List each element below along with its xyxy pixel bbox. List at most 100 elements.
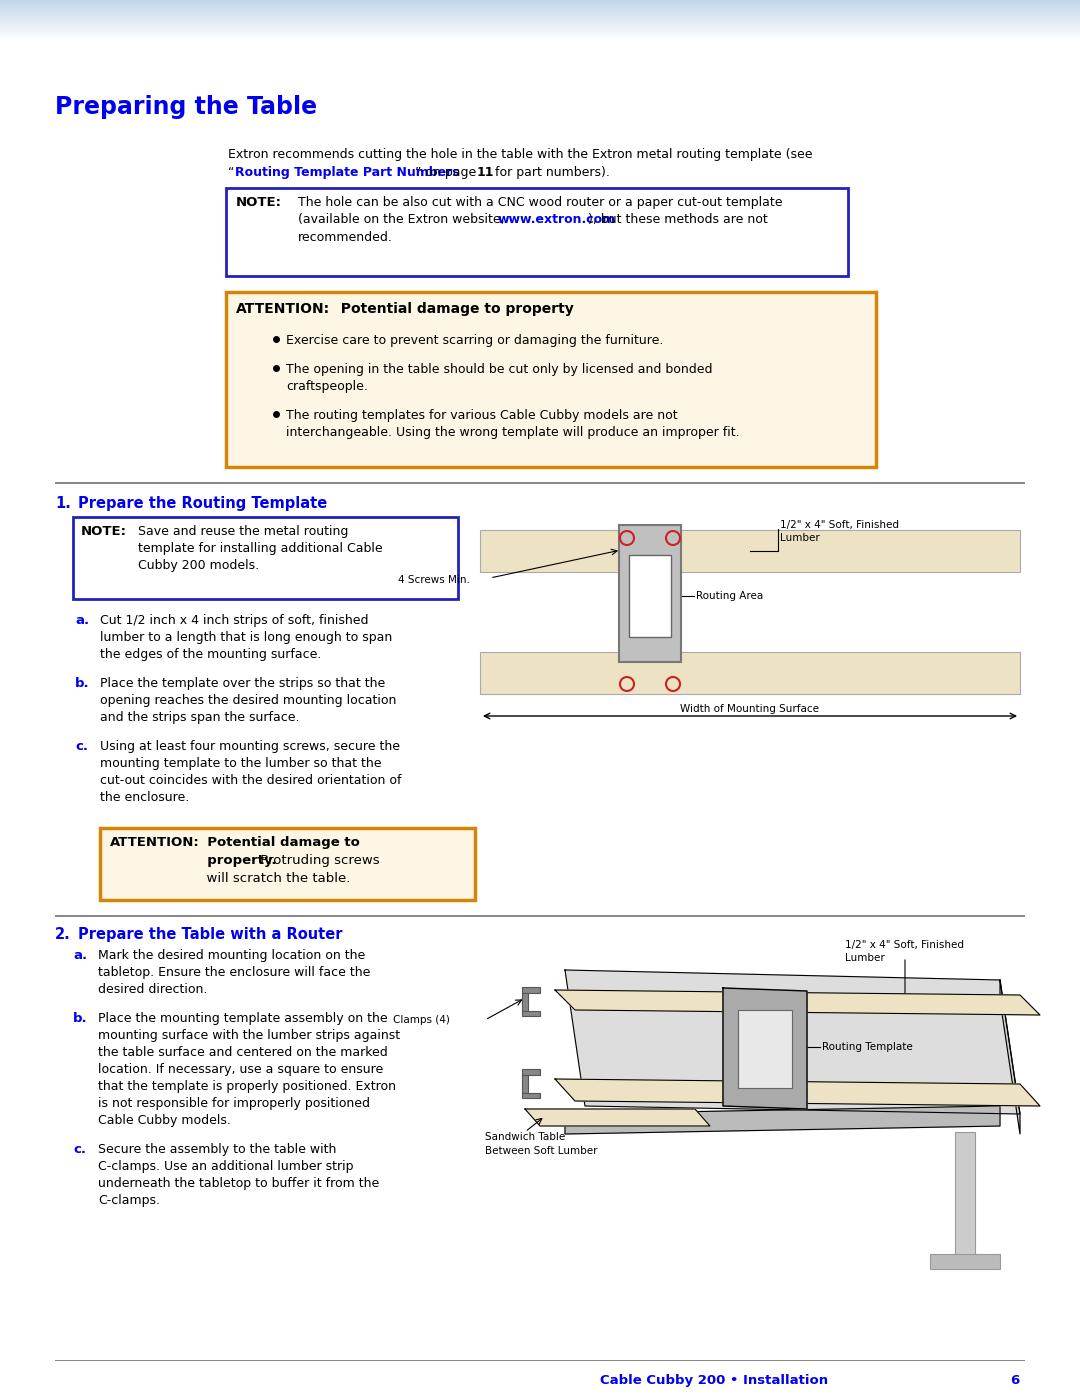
Text: 1/2" x 4" Soft, Finished: 1/2" x 4" Soft, Finished — [780, 520, 899, 529]
Text: Place the mounting template assembly on the: Place the mounting template assembly on … — [98, 1011, 388, 1025]
Text: Cable Cubby models.: Cable Cubby models. — [98, 1113, 231, 1127]
Text: b.: b. — [75, 678, 90, 690]
Text: Routing Area: Routing Area — [696, 591, 764, 601]
Text: underneath the tabletop to buffer it from the: underneath the tabletop to buffer it fro… — [98, 1178, 379, 1190]
Text: the enclosure.: the enclosure. — [100, 791, 189, 805]
Text: mounting surface with the lumber strips against: mounting surface with the lumber strips … — [98, 1030, 400, 1042]
Text: Lumber: Lumber — [780, 534, 820, 543]
Text: ATTENTION:: ATTENTION: — [110, 835, 200, 849]
Text: c.: c. — [75, 740, 87, 753]
Bar — [73, 517, 458, 599]
Text: for part numbers).: for part numbers). — [491, 166, 610, 179]
Bar — [619, 525, 681, 662]
Text: Mark the desired mounting location on the: Mark the desired mounting location on th… — [98, 949, 365, 963]
Text: Width of Mounting Surface: Width of Mounting Surface — [680, 704, 820, 714]
Text: will scratch the table.: will scratch the table. — [198, 872, 350, 886]
Text: The routing templates for various Cable Cubby models are not: The routing templates for various Cable … — [286, 409, 677, 422]
Bar — [629, 555, 671, 637]
Text: ), but these methods are not: ), but these methods are not — [588, 212, 768, 226]
Text: C-clamps.: C-clamps. — [98, 1194, 160, 1207]
Text: Extron recommends cutting the hole in the table with the Extron metal routing te: Extron recommends cutting the hole in th… — [228, 148, 812, 161]
Text: is not responsible for improperly positioned: is not responsible for improperly positi… — [98, 1097, 370, 1111]
Text: Potential damage to property: Potential damage to property — [330, 302, 573, 316]
Text: location. If necessary, use a square to ensure: location. If necessary, use a square to … — [98, 1063, 383, 1076]
Text: 2.: 2. — [55, 928, 71, 942]
Text: lumber to a length that is long enough to span: lumber to a length that is long enough t… — [100, 631, 392, 644]
Text: tabletop. Ensure the enclosure will face the: tabletop. Ensure the enclosure will face… — [98, 965, 370, 979]
Text: the table surface and centered on the marked: the table surface and centered on the ma… — [98, 1046, 388, 1059]
Polygon shape — [555, 990, 1040, 1016]
Text: Place the template over the strips so that the: Place the template over the strips so th… — [100, 678, 386, 690]
Text: property.: property. — [198, 854, 276, 868]
Text: b.: b. — [73, 1011, 87, 1025]
Polygon shape — [555, 1078, 1040, 1106]
Text: 6: 6 — [1010, 1375, 1020, 1387]
Text: Secure the assembly to the table with: Secure the assembly to the table with — [98, 1143, 336, 1155]
Text: Sandwich Table: Sandwich Table — [485, 1132, 565, 1141]
Text: 4 Screws Min.: 4 Screws Min. — [399, 576, 470, 585]
Bar — [955, 1132, 975, 1261]
Text: The opening in the table should be cut only by licensed and bonded: The opening in the table should be cut o… — [286, 363, 713, 376]
Text: Cut 1/2 inch x 4 inch strips of soft, finished: Cut 1/2 inch x 4 inch strips of soft, fi… — [100, 615, 368, 627]
Text: “: “ — [228, 166, 234, 179]
Text: 1.: 1. — [55, 496, 71, 511]
Bar — [522, 993, 528, 1011]
Text: and the strips span the surface.: and the strips span the surface. — [100, 711, 299, 724]
Text: ATTENTION:: ATTENTION: — [237, 302, 330, 316]
Text: C-clamps. Use an additional lumber strip: C-clamps. Use an additional lumber strip — [98, 1160, 353, 1173]
Text: 11: 11 — [477, 166, 495, 179]
Text: (available on the Extron website,: (available on the Extron website, — [298, 212, 509, 226]
Text: opening reaches the desired mounting location: opening reaches the desired mounting loc… — [100, 694, 396, 707]
Bar — [55, 482, 1025, 483]
Bar — [738, 1010, 792, 1088]
Bar — [522, 1076, 528, 1092]
Bar — [226, 292, 876, 467]
Text: The hole can be also cut with a CNC wood router or a paper cut-out template: The hole can be also cut with a CNC wood… — [298, 196, 783, 210]
Text: Routing Template: Routing Template — [822, 1042, 913, 1052]
Polygon shape — [565, 1106, 1000, 1134]
Text: NOTE:: NOTE: — [237, 196, 282, 210]
Bar — [522, 1092, 540, 1098]
Bar — [226, 189, 848, 277]
Text: that the template is properly positioned. Extron: that the template is properly positioned… — [98, 1080, 396, 1092]
Text: www.extron.com: www.extron.com — [498, 212, 616, 226]
Text: Prepare the Routing Template: Prepare the Routing Template — [78, 496, 327, 511]
Text: Save and reuse the metal routing: Save and reuse the metal routing — [138, 525, 349, 538]
Polygon shape — [525, 1109, 710, 1126]
Text: Protruding screws: Protruding screws — [256, 854, 380, 868]
Text: NOTE:: NOTE: — [81, 525, 127, 538]
Bar — [930, 1255, 1000, 1268]
Text: Using at least four mounting screws, secure the: Using at least four mounting screws, sec… — [100, 740, 400, 753]
Text: Lumber: Lumber — [845, 953, 885, 963]
Text: Prepare the Table with a Router: Prepare the Table with a Router — [78, 928, 342, 942]
Bar — [480, 652, 1020, 694]
Bar — [522, 988, 540, 993]
Text: 1/2" x 4" Soft, Finished: 1/2" x 4" Soft, Finished — [845, 940, 964, 950]
Polygon shape — [565, 970, 1020, 1113]
Text: cut-out coincides with the desired orientation of: cut-out coincides with the desired orien… — [100, 774, 402, 787]
Bar — [522, 1069, 540, 1076]
Text: Potential damage to: Potential damage to — [198, 835, 360, 849]
Polygon shape — [723, 988, 807, 1109]
Text: Clamps (4): Clamps (4) — [393, 1016, 450, 1025]
Text: Cable Cubby 200 • Installation: Cable Cubby 200 • Installation — [600, 1375, 828, 1387]
Text: c.: c. — [73, 1143, 86, 1155]
Text: .: . — [561, 302, 565, 316]
Text: the edges of the mounting surface.: the edges of the mounting surface. — [100, 648, 322, 661]
Text: Exercise care to prevent scarring or damaging the furniture.: Exercise care to prevent scarring or dam… — [286, 334, 663, 346]
Text: ” on page: ” on page — [415, 166, 481, 179]
Text: mounting template to the lumber so that the: mounting template to the lumber so that … — [100, 757, 381, 770]
Text: a.: a. — [75, 615, 90, 627]
Text: Preparing the Table: Preparing the Table — [55, 95, 318, 119]
Text: desired direction.: desired direction. — [98, 983, 207, 996]
Bar — [55, 915, 1025, 916]
Bar — [480, 529, 1020, 571]
Text: recommended.: recommended. — [298, 231, 393, 244]
Bar — [100, 828, 475, 900]
Text: Between Soft Lumber: Between Soft Lumber — [485, 1146, 597, 1155]
Text: Routing Template Part Numbers: Routing Template Part Numbers — [235, 166, 460, 179]
Text: craftspeople.: craftspeople. — [286, 380, 368, 393]
Text: interchangeable. Using the wrong template will produce an improper fit.: interchangeable. Using the wrong templat… — [286, 426, 740, 439]
Text: a.: a. — [73, 949, 87, 963]
Bar — [522, 1011, 540, 1016]
